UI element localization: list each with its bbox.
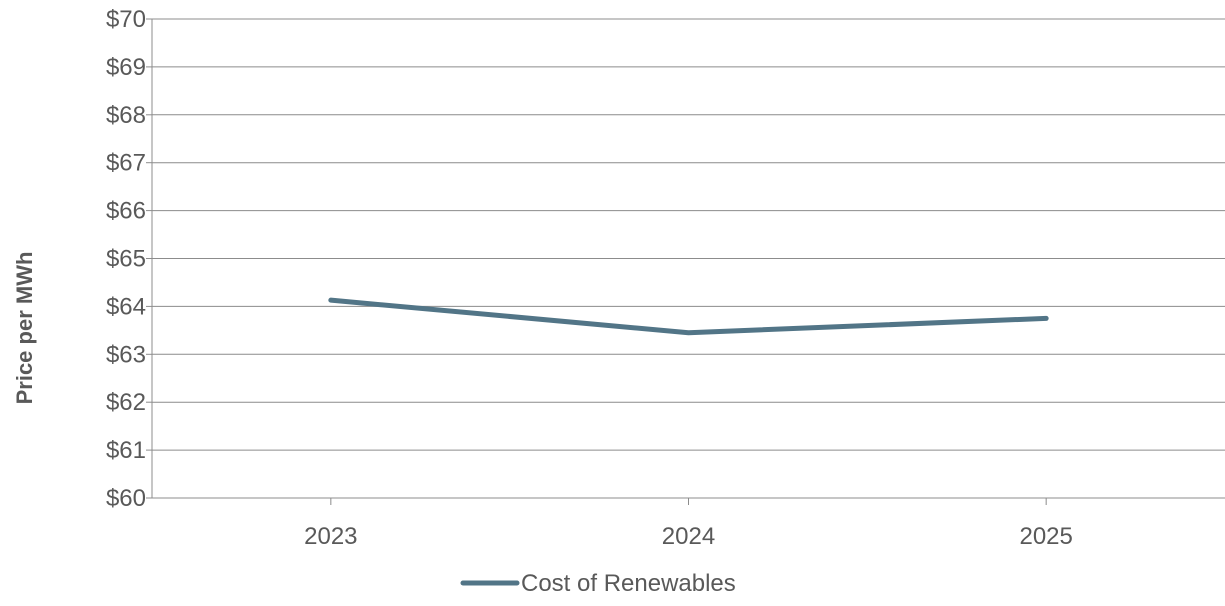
gridlines	[152, 19, 1225, 450]
series-layer	[331, 300, 1047, 333]
tick-labels: $60 $61 $62 $63 $64 $65 $66 $67 $68 $69 $70 2023 202…	[106, 6, 1073, 550]
x-tick-label: 2025	[1019, 523, 1072, 550]
x-tick-label: 2023	[304, 523, 357, 550]
y-tick-label: $67	[106, 150, 146, 177]
y-tick-label: $65	[106, 246, 146, 273]
y-tick-label: $69	[106, 54, 146, 81]
y-tick-label: $60	[106, 485, 146, 512]
x-tick-label: 2024	[662, 523, 715, 550]
y-tick-label: $61	[106, 437, 146, 464]
legend-label-cost-of-renewables: Cost of Renewables	[521, 570, 736, 597]
y-tick-label: $70	[106, 6, 146, 33]
series-line-cost-of-renewables	[331, 300, 1046, 333]
y-tick-label: $66	[106, 198, 146, 225]
y-tick-label: $64	[106, 293, 146, 320]
legend: Cost of Renewables	[463, 570, 736, 597]
y-tick-label: $62	[106, 389, 146, 416]
y-tick-label: $68	[106, 102, 146, 129]
y-tick-label: $63	[106, 341, 146, 368]
y-axis-title: Price per MWh	[12, 252, 37, 405]
axes	[146, 19, 1225, 505]
